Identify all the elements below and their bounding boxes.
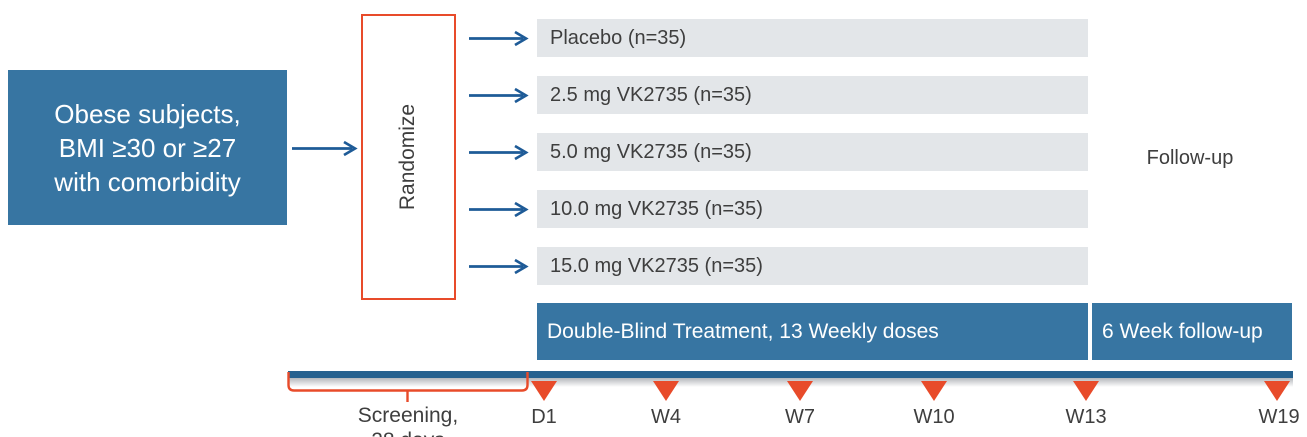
population-line: with comorbidity bbox=[54, 166, 241, 197]
arm-label: 5.0 mg VK2735 (n=35) bbox=[550, 140, 752, 163]
arm-label: 15.0 mg VK2735 (n=35) bbox=[550, 254, 763, 277]
screening-line-2: 28 days bbox=[318, 428, 498, 437]
arrow-right-icon bbox=[469, 30, 529, 47]
timeline-marker-label: W10 bbox=[913, 406, 955, 428]
arrow-right-icon bbox=[469, 144, 529, 161]
arrow-right-icon bbox=[292, 140, 358, 157]
phase-followup-label: 6 Week follow-up bbox=[1102, 319, 1263, 343]
population-line: BMI ≥30 or ≥27 bbox=[58, 132, 237, 163]
timeline-marker-label: W19 bbox=[1258, 406, 1300, 428]
timeline-marker-icon bbox=[1073, 381, 1099, 401]
population-box: Obese subjects, BMI ≥30 or ≥27 with como… bbox=[8, 70, 287, 225]
screening-label: Screening, 28 days bbox=[318, 403, 498, 437]
timeline-marker-label: W4 bbox=[651, 406, 681, 428]
timeline-marker-label: W7 bbox=[785, 406, 815, 428]
arm-15-0mg: 15.0 mg VK2735 (n=35) bbox=[537, 247, 1088, 285]
follow-up-label: Follow-up bbox=[1146, 147, 1234, 169]
arm-5-0mg: 5.0 mg VK2735 (n=35) bbox=[537, 133, 1088, 171]
arm-10-0mg: 10.0 mg VK2735 (n=35) bbox=[537, 190, 1088, 228]
arm-label: Placebo (n=35) bbox=[550, 26, 687, 49]
timeline-marker-label: W13 bbox=[1065, 406, 1107, 428]
arrow-right-icon bbox=[469, 258, 529, 275]
population-line: Obese subjects, bbox=[54, 98, 241, 129]
timeline-marker-icon bbox=[787, 381, 813, 401]
arm-label: 2.5 mg VK2735 (n=35) bbox=[550, 83, 752, 106]
randomize-box: Randomize bbox=[361, 14, 456, 300]
arrow-right-icon bbox=[469, 87, 529, 104]
timeline-marker-icon bbox=[653, 381, 679, 401]
timeline-marker-label: D1 bbox=[531, 406, 557, 428]
arm-2-5mg: 2.5 mg VK2735 (n=35) bbox=[537, 76, 1088, 114]
randomize-label: Randomize bbox=[396, 103, 420, 211]
phase-treatment-segment: Double-Blind Treatment, 13 Weekly doses bbox=[537, 303, 1088, 360]
screening-line-1: Screening, bbox=[357, 404, 459, 427]
phase-followup-segment: 6 Week follow-up bbox=[1092, 303, 1292, 360]
screening-bracket-icon bbox=[287, 372, 529, 402]
arm-placebo: Placebo (n=35) bbox=[537, 19, 1088, 57]
timeline-marker-icon bbox=[1264, 381, 1290, 401]
timeline-marker-icon bbox=[531, 381, 557, 401]
timeline-marker-icon bbox=[921, 381, 947, 401]
arm-label: 10.0 mg VK2735 (n=35) bbox=[550, 197, 763, 220]
phase-treatment-label: Double-Blind Treatment, 13 Weekly doses bbox=[547, 319, 939, 343]
arrow-right-icon bbox=[469, 201, 529, 218]
